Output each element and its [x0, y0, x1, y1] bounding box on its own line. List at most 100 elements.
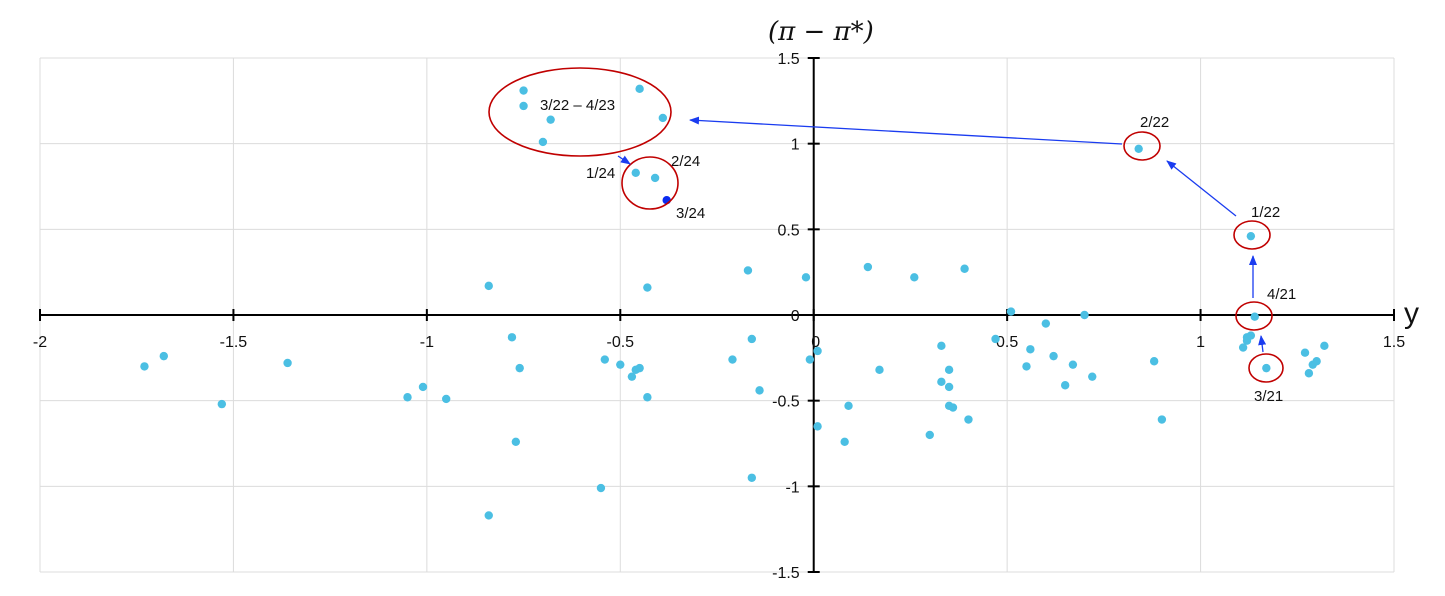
data-point [217, 399, 227, 409]
data-point [627, 372, 637, 381]
data-point [1060, 381, 1070, 390]
data-point [442, 394, 451, 404]
circle-4-21 [1235, 301, 1273, 331]
data-point [616, 360, 625, 369]
y-tick-label: 1.5 [777, 51, 799, 68]
annotation-1-24: 1/24 [586, 165, 615, 182]
annotation-2-24: 2/24 [671, 153, 700, 170]
data-point [813, 346, 822, 356]
data-point [283, 358, 292, 368]
data-point-highlight [1246, 231, 1256, 241]
annotation-3-24: 3/24 [676, 205, 705, 222]
data-point [596, 483, 606, 493]
data-point-highlight [631, 168, 640, 177]
data-point [743, 266, 753, 275]
data-point [643, 283, 652, 292]
axes [39, 57, 1395, 573]
data-point [635, 363, 644, 373]
data-point-cluster [546, 115, 555, 124]
data-point-highlight [1262, 363, 1271, 373]
circle-2-22 [1123, 131, 1161, 161]
data-point [1068, 360, 1078, 369]
data-point-highlight [1134, 144, 1143, 154]
data-point [840, 437, 849, 446]
y-tick-label: 0.5 [777, 222, 799, 239]
data-point [1304, 369, 1314, 378]
data-point [1022, 362, 1031, 371]
x-tick-label: -1 [420, 334, 434, 351]
data-point [863, 262, 873, 272]
data-point [875, 365, 884, 375]
data-point-cluster [538, 137, 548, 147]
data-point-cluster [635, 84, 644, 94]
data-point [1080, 310, 1089, 320]
data-point [1006, 307, 1016, 316]
data-point [1149, 357, 1159, 366]
y-tick-label: -1.5 [772, 565, 800, 582]
data-point [991, 334, 1000, 344]
arrow-cluster-to-1-24 [617, 155, 631, 165]
x-tick-label: -1.5 [220, 334, 248, 351]
data-point [728, 355, 737, 364]
data-point [515, 363, 524, 373]
data-point [484, 511, 493, 520]
x-tick-label: -2 [33, 334, 47, 351]
data-point [944, 365, 954, 375]
y-tick-label: 1 [791, 137, 800, 154]
data-point [484, 281, 493, 291]
data-point-cluster [519, 86, 528, 95]
data-point [1312, 357, 1321, 366]
annotation-1-22: 1/22 [1251, 204, 1280, 221]
data-point [600, 355, 610, 364]
data-point [1300, 348, 1310, 357]
circle-3-21 [1248, 353, 1284, 383]
arrow-2-22-to-cluster [689, 116, 1123, 145]
data-point [910, 273, 919, 282]
cluster-circle [488, 67, 672, 157]
data-point-highlight [1250, 312, 1259, 321]
annotation-4-21: 4/21 [1267, 286, 1296, 303]
annotation-cluster: 3/22 – 4/23 [540, 97, 615, 114]
data-point [418, 382, 428, 392]
data-point [1049, 351, 1058, 361]
x-tick-label: 0 [811, 334, 820, 351]
y-axis-title: (π − π*) [768, 17, 874, 47]
data-point [925, 430, 934, 440]
circle-2024 [621, 156, 679, 210]
tick-labels: -2 -1.5 -1 -0.5 0.5 1 1.5 -1.5 -1 -0.5 0 0.5 1 1.5 0 [33, 51, 1405, 582]
data-point [937, 341, 946, 351]
x-tick-label: 1 [1196, 334, 1205, 351]
annotation-2-22: 2/22 [1140, 114, 1169, 131]
data-point [844, 401, 853, 411]
annotation-overlay: 3/22 – 4/23 1/24 2/24 3/24 2/22 1/22 4/2… [488, 67, 1296, 405]
data-point [511, 437, 521, 446]
data-point [944, 382, 954, 392]
data-point [140, 362, 149, 371]
data-point [403, 393, 412, 402]
y-tick-label: 0 [791, 308, 800, 325]
data-point [805, 355, 815, 364]
data-points [140, 84, 1329, 520]
data-point [1246, 331, 1256, 340]
annotation-3-21: 3/21 [1254, 388, 1283, 405]
x-axis-title: y [1404, 297, 1419, 330]
data-point-cluster [519, 101, 528, 111]
data-point [960, 264, 969, 273]
data-point [643, 393, 652, 402]
data-point [159, 351, 168, 361]
data-point [507, 333, 517, 342]
data-point [948, 403, 958, 412]
circle-1-22 [1233, 220, 1271, 250]
data-point [801, 273, 811, 282]
data-point [1026, 345, 1035, 354]
x-tick-label: -0.5 [606, 334, 634, 351]
data-point-cluster [658, 113, 668, 123]
data-point [1320, 341, 1329, 351]
y-tick-label: -1 [785, 479, 799, 496]
data-point [964, 415, 973, 424]
data-point [747, 334, 757, 344]
x-tick-label: 1.5 [1383, 334, 1405, 351]
data-point [813, 422, 822, 431]
arrow-1-22-to-2-22 [1166, 160, 1237, 217]
